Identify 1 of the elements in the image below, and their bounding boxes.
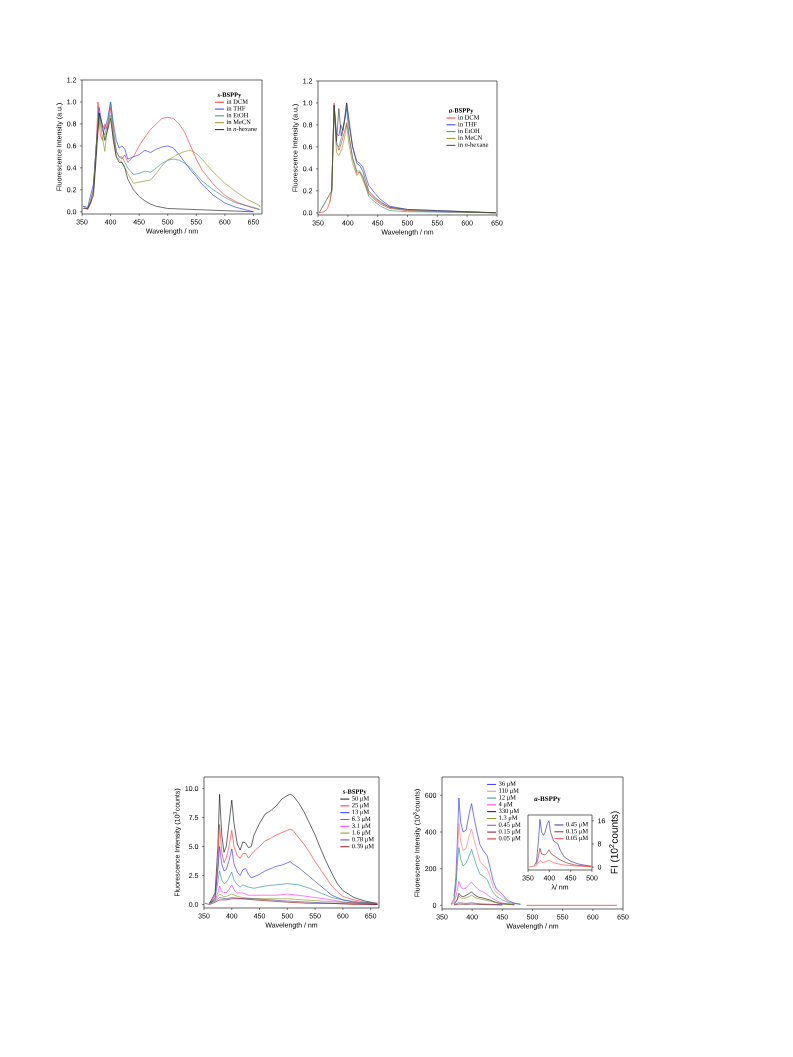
y-axis-title: FI (10$^{2}$counts) [609,811,620,874]
